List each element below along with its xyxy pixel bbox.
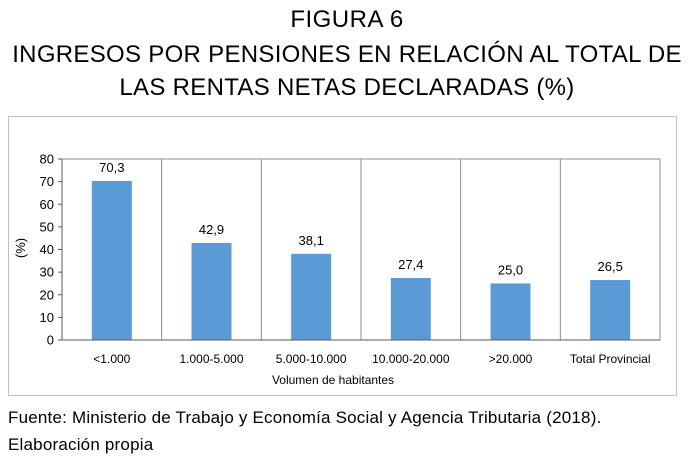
y-tick-label: 20 (40, 287, 54, 302)
data-label-3: 27,4 (398, 257, 423, 272)
bar-5 (590, 280, 631, 340)
figure-title-line-2: LAS RENTAS NETAS DECLARADAS (%) (119, 74, 575, 101)
data-label-4: 25,0 (498, 262, 523, 277)
category-label-4: >20.000 (489, 352, 533, 366)
data-label-2: 38,1 (299, 233, 324, 248)
source-line-1: Fuente: Ministerio de Trabajo y Economía… (8, 408, 602, 427)
y-axis-label: (%) (13, 238, 28, 258)
x-axis-label: Volumen de habitantes (272, 373, 394, 387)
data-label-1: 42,9 (199, 222, 224, 237)
label-layer: 70,3 <1.000 42,9 1.000-5.000 38,1 5.000-10.00… (93, 160, 650, 366)
y-tick-label: 30 (40, 265, 54, 280)
bar-4 (490, 283, 531, 340)
source-note: Fuente: Ministerio de Trabajo y Economía… (8, 404, 602, 458)
category-label-2: 5.000-10.000 (276, 352, 347, 366)
bar-layer (91, 180, 631, 340)
figure-title: INGRESOS POR PENSIONES EN RELACIÓN AL TO… (0, 38, 694, 104)
y-tick-label: 60 (40, 197, 54, 212)
figure-title-line-1: INGRESOS POR PENSIONES EN RELACIÓN AL TO… (12, 41, 682, 68)
y-tick-label: 0 (47, 333, 54, 348)
category-label-3: 10.000-20.000 (372, 352, 450, 366)
figure-label: FIGURA 6 (290, 6, 404, 33)
bar-2 (291, 253, 332, 340)
axis-layer: 0 10 20 30 40 50 60 70 80 (40, 152, 660, 348)
bar-0 (91, 180, 132, 340)
y-tick-label: 70 (40, 174, 54, 189)
bar-chart: 0 10 20 30 40 50 60 70 80 70,3 <1.000 42,9 1.000-5.… (13, 152, 661, 387)
data-label-5: 26,5 (598, 259, 623, 274)
y-tick-label: 40 (40, 242, 54, 257)
y-tick-label: 80 (40, 152, 54, 167)
y-tick-label: 10 (40, 310, 54, 325)
y-tick-label: 50 (40, 219, 54, 234)
category-label-5: Total Provincial (570, 352, 651, 366)
data-label-0: 70,3 (99, 160, 124, 175)
bar-3 (390, 278, 431, 340)
category-label-0: <1.000 (93, 352, 130, 366)
grid-layer (61, 158, 661, 340)
category-label-1: 1.000-5.000 (179, 352, 243, 366)
source-line-2: Elaboración propia (8, 435, 154, 454)
bar-1 (191, 242, 232, 340)
